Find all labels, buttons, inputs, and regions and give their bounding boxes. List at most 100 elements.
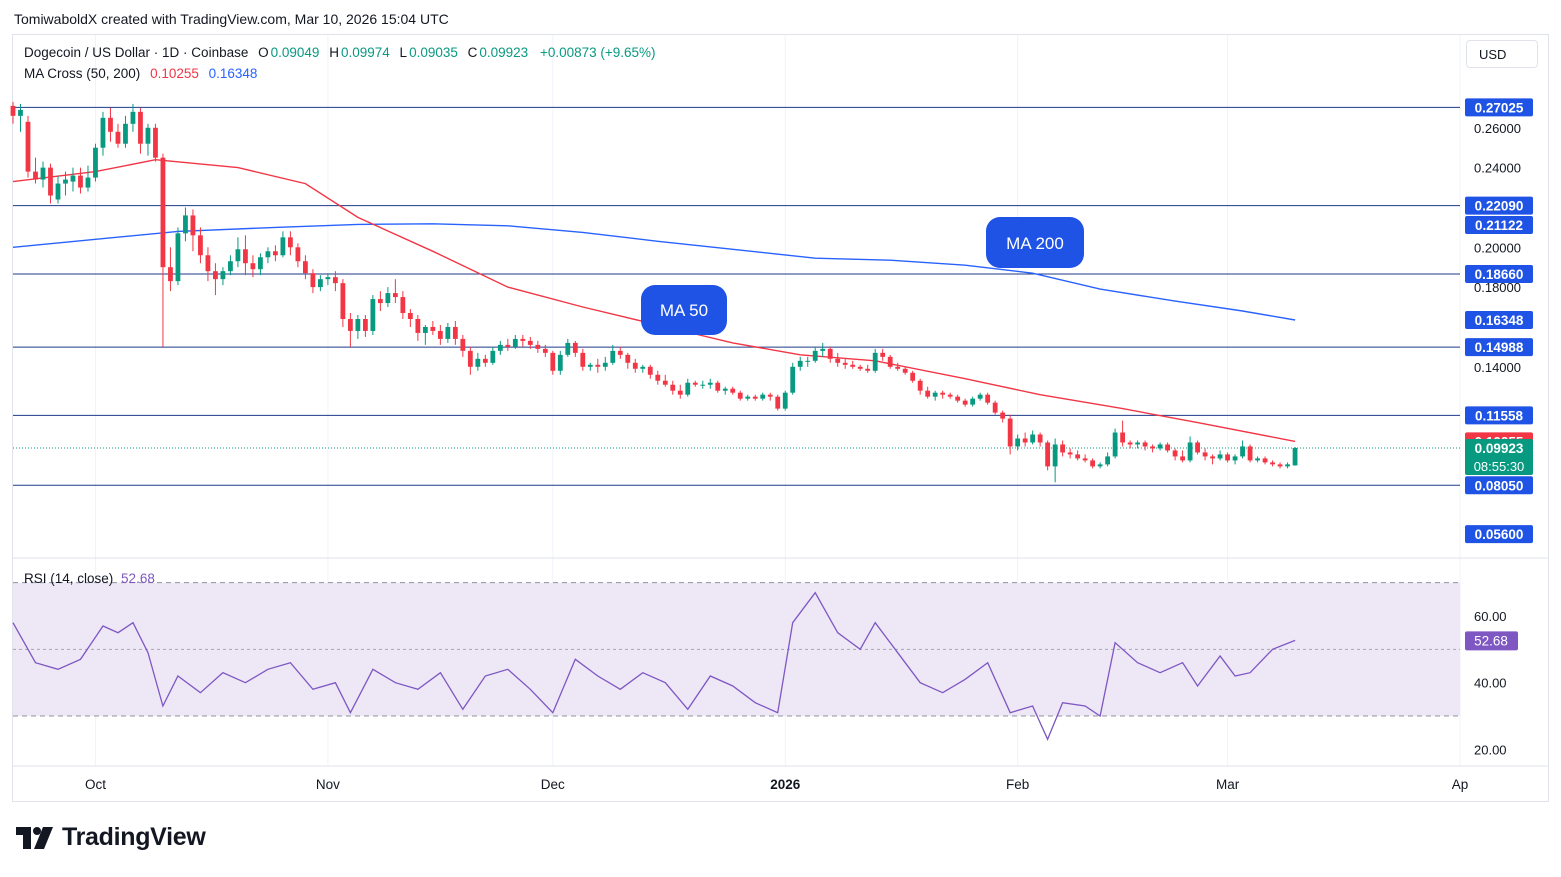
candle-body bbox=[670, 384, 676, 391]
candle bbox=[1172, 448, 1178, 461]
candle bbox=[827, 346, 833, 363]
candle-body bbox=[370, 299, 376, 331]
candle-body bbox=[160, 157, 166, 268]
ma200-line[interactable] bbox=[12, 223, 1296, 321]
candle bbox=[910, 370, 916, 383]
candle bbox=[265, 247, 271, 264]
bottom-price-tag[interactable]: 0.05600 bbox=[1465, 525, 1533, 544]
low-label: L bbox=[399, 45, 408, 60]
candle bbox=[1105, 452, 1111, 467]
candle bbox=[430, 320, 436, 335]
rsi-legend-value: 52.68 bbox=[121, 571, 155, 586]
level-price-tag-box bbox=[1465, 338, 1533, 357]
candle-body bbox=[18, 109, 23, 116]
candle bbox=[1202, 448, 1208, 461]
candle bbox=[925, 386, 931, 399]
last-price-tag[interactable]: 0.09923 08:55:30 bbox=[1465, 438, 1533, 475]
candle-body bbox=[1292, 447, 1298, 466]
rsi-value-text: 52.68 bbox=[1474, 633, 1508, 648]
ma50-annotation-label: MA 50 bbox=[660, 301, 708, 320]
candle bbox=[512, 334, 518, 349]
candle bbox=[700, 380, 706, 389]
candle bbox=[1067, 448, 1073, 459]
candle bbox=[1135, 440, 1141, 449]
candle bbox=[730, 386, 736, 395]
candle-body bbox=[692, 382, 698, 385]
candle-body bbox=[1285, 464, 1290, 467]
chart-credit: TomiwaboldX created with TradingView.com… bbox=[14, 11, 449, 27]
last-price-tag-countdown: 08:55:30 bbox=[1474, 459, 1525, 474]
candle bbox=[1127, 440, 1133, 449]
candle bbox=[880, 348, 886, 361]
ma-cross-label[interactable]: MA Cross (50, 200) bbox=[24, 66, 141, 81]
candle bbox=[422, 324, 428, 345]
candle-body bbox=[857, 366, 863, 369]
ma50-line[interactable] bbox=[12, 158, 1296, 443]
candle-body bbox=[542, 348, 548, 353]
candle bbox=[190, 209, 196, 252]
level-price-tag[interactable]: 0.14988 bbox=[1465, 338, 1533, 357]
level-price-tag[interactable]: 0.11558 bbox=[1465, 406, 1533, 425]
candle-body bbox=[1135, 442, 1141, 445]
candle bbox=[1097, 462, 1103, 469]
candle-body bbox=[385, 293, 391, 304]
candle bbox=[857, 364, 863, 371]
candle-body bbox=[482, 358, 488, 363]
candle-body bbox=[1157, 444, 1163, 449]
level-price-tag-box bbox=[1465, 476, 1533, 495]
ma200-price-tag-box bbox=[1465, 311, 1533, 330]
rsi-value-tag[interactable]: 52.68 bbox=[1465, 631, 1518, 651]
currency-button[interactable]: USD bbox=[1466, 40, 1538, 68]
rsi-label[interactable]: RSI (14, close) bbox=[24, 571, 114, 586]
candle bbox=[377, 291, 383, 312]
candle bbox=[692, 380, 698, 387]
candle-body bbox=[1165, 444, 1171, 451]
tradingview-logo[interactable]: TradingView bbox=[16, 823, 206, 852]
candle bbox=[1090, 458, 1096, 469]
candle-body bbox=[805, 360, 811, 362]
ma200-price-tag[interactable]: 0.16348 bbox=[1465, 311, 1533, 330]
candle-body bbox=[722, 388, 728, 391]
candle bbox=[1037, 432, 1043, 447]
candle-body bbox=[587, 364, 593, 367]
rsi-axis-tick: 60.00 bbox=[1474, 609, 1507, 624]
candle-body bbox=[677, 390, 683, 395]
close-label: C bbox=[467, 45, 478, 60]
candle bbox=[302, 255, 308, 280]
candle-body bbox=[1210, 456, 1215, 459]
candle bbox=[1045, 440, 1051, 471]
candle bbox=[183, 207, 188, 242]
level-price-tag[interactable]: 0.08050 bbox=[1465, 476, 1533, 495]
candle-body bbox=[205, 255, 211, 272]
candle-body bbox=[895, 366, 901, 369]
candle bbox=[33, 157, 38, 184]
candle-body bbox=[820, 348, 826, 351]
candle-body bbox=[265, 251, 271, 258]
candle bbox=[40, 161, 46, 188]
candle bbox=[415, 315, 421, 341]
candle-body bbox=[340, 283, 346, 319]
level-price-tag[interactable]: 0.18660 bbox=[1465, 264, 1533, 283]
last-price-tag-box bbox=[1465, 438, 1533, 475]
level-price-tag[interactable]: 0.21122 bbox=[1465, 215, 1533, 234]
candle bbox=[550, 350, 556, 375]
currency-label: USD bbox=[1479, 46, 1507, 62]
candle-body bbox=[1082, 458, 1088, 461]
candle-body bbox=[767, 394, 773, 397]
candle-body bbox=[580, 352, 586, 367]
symbol-title[interactable]: Dogecoin / US Dollar · 1D · Coinbase bbox=[24, 45, 249, 60]
candle bbox=[572, 340, 578, 357]
level-price-tag[interactable]: 0.22090 bbox=[1465, 196, 1533, 215]
candle bbox=[445, 322, 451, 343]
candle bbox=[1015, 434, 1021, 451]
candle-body bbox=[273, 251, 278, 256]
high-value: 0.09974 bbox=[340, 45, 390, 60]
candle-body bbox=[190, 215, 196, 236]
level-price-tag[interactable]: 0.27025 bbox=[1465, 98, 1533, 117]
chart-frame bbox=[12, 34, 1549, 802]
candle-body bbox=[78, 175, 83, 188]
candle-body bbox=[527, 340, 533, 345]
candle bbox=[715, 380, 721, 393]
candle-body bbox=[1217, 454, 1223, 459]
